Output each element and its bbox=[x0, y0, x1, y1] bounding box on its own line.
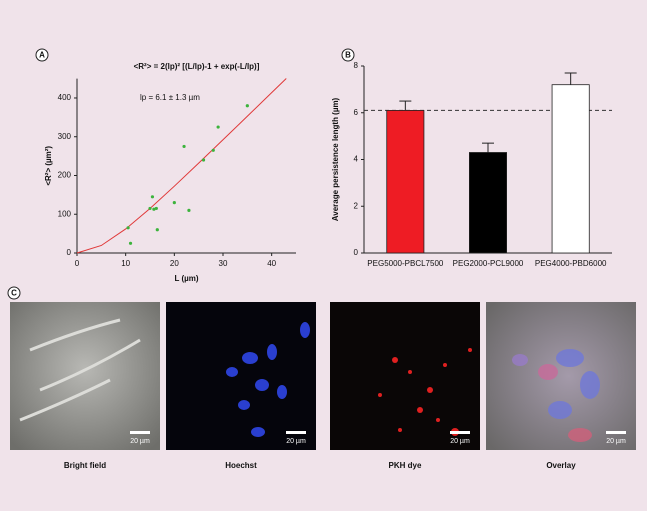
image-caption: PKH dye bbox=[389, 461, 422, 470]
bar bbox=[386, 110, 425, 254]
pkh-image bbox=[330, 302, 480, 450]
y-tick-label: 0 bbox=[67, 248, 72, 257]
overlay-cells bbox=[512, 349, 600, 442]
scale-bar bbox=[286, 431, 306, 434]
y-tick-label: 200 bbox=[58, 171, 72, 180]
bar bbox=[551, 84, 590, 254]
point bbox=[155, 228, 159, 232]
error-bar bbox=[399, 100, 412, 111]
point bbox=[201, 158, 206, 162]
scale-bar-label: 20 µm bbox=[606, 438, 626, 445]
scale-bar bbox=[130, 431, 150, 434]
x-tick-label: PEG5000-PBCL7500 bbox=[367, 259, 444, 268]
chart-title: <R²> = 2(lp)² [(L/lp)-1 + exp(-L/lp)] bbox=[134, 62, 260, 71]
overlay-image bbox=[486, 302, 636, 450]
panel-labels: A B C bbox=[7, 48, 355, 300]
error-bar bbox=[482, 142, 494, 153]
scale-bar-label: 20 µm bbox=[286, 438, 306, 445]
y-tick-label: 400 bbox=[58, 93, 72, 102]
label-circle bbox=[35, 48, 49, 62]
y-tick-label: 2 bbox=[354, 201, 359, 210]
nuclei bbox=[226, 322, 310, 437]
x-tick-label: PEG2000-PCL9000 bbox=[453, 259, 524, 268]
y-axis-label: <R²> (µm²) bbox=[44, 146, 53, 186]
micrographs bbox=[10, 302, 636, 450]
point bbox=[128, 241, 133, 245]
y-tick-label: 100 bbox=[58, 209, 72, 218]
scale-bar-label: 20 µm bbox=[450, 438, 470, 445]
point bbox=[150, 195, 155, 199]
error-bar bbox=[564, 72, 577, 85]
y-tick-label: 0 bbox=[354, 248, 359, 257]
cell-edges bbox=[19, 318, 141, 422]
x-tick-label: 20 bbox=[170, 259, 179, 268]
x-axis-label: L (µm) bbox=[174, 274, 198, 283]
x-tick-label: 10 bbox=[121, 259, 130, 268]
y-axis-label: Average persistence length (µm) bbox=[331, 97, 340, 221]
point bbox=[245, 104, 249, 108]
hoechst-image bbox=[166, 302, 316, 450]
y-tick-label: 300 bbox=[58, 132, 72, 141]
point bbox=[211, 148, 215, 152]
x-tick-label: 30 bbox=[219, 259, 228, 268]
annotation: lp = 6.1 ± 1.3 µm bbox=[140, 93, 200, 102]
label-circle bbox=[7, 286, 21, 300]
point bbox=[182, 144, 186, 149]
point bbox=[172, 201, 176, 205]
label-circle bbox=[341, 48, 355, 62]
point bbox=[152, 207, 156, 211]
fit-line bbox=[76, 78, 287, 254]
image-caption: Bright field bbox=[64, 461, 106, 470]
panel-label: A bbox=[39, 51, 45, 60]
scale-bar bbox=[450, 431, 470, 434]
y-tick-label: 6 bbox=[354, 108, 359, 117]
scale-bar-label: 20 µm bbox=[130, 438, 150, 445]
point bbox=[154, 206, 158, 211]
y-tick-label: 4 bbox=[354, 155, 359, 164]
image-caption: Overlay bbox=[546, 461, 576, 470]
point bbox=[216, 125, 220, 129]
bar bbox=[468, 152, 507, 254]
panel-label: C bbox=[11, 289, 17, 298]
x-tick-label: 0 bbox=[75, 259, 80, 268]
panel-label: B bbox=[345, 51, 351, 60]
scale-bar bbox=[606, 431, 626, 434]
image-caption: Hoechst bbox=[225, 461, 257, 470]
point bbox=[148, 206, 152, 211]
point bbox=[187, 208, 191, 212]
bright-field-image bbox=[10, 302, 160, 450]
x-tick-label: 40 bbox=[267, 259, 276, 268]
y-tick-label: 8 bbox=[354, 61, 359, 70]
point bbox=[126, 226, 130, 230]
x-tick-label: PEG4000-PBD6000 bbox=[535, 259, 607, 268]
